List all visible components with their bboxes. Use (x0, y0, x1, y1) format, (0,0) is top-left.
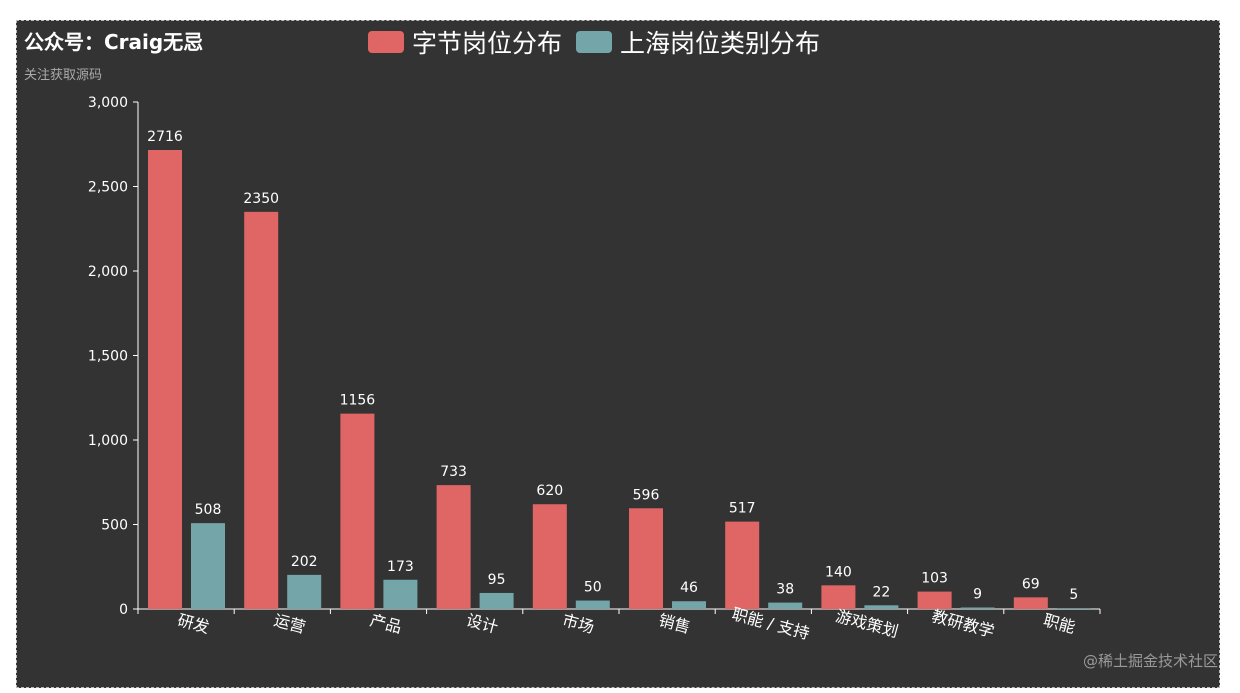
bar-value-label: 69 (1022, 576, 1040, 592)
bar-series2 (287, 574, 322, 609)
x-category-label: 市场 (560, 610, 596, 637)
bar-series2 (768, 602, 803, 609)
bar-value-label: 50 (584, 580, 602, 596)
chart-title: 公众号：Craig无忌 (24, 30, 204, 54)
bar-value-label: 508 (195, 502, 222, 518)
bar-value-label: 202 (291, 554, 318, 570)
x-category-label: 职能 / 支持 (730, 604, 812, 643)
bar-series2 (1056, 608, 1091, 609)
bar-series1 (436, 485, 471, 609)
chart-subtitle: 关注获取源码 (24, 68, 103, 83)
bar-series1 (244, 211, 279, 609)
legend-swatch-series2 (576, 31, 613, 53)
y-tick-label: 500 (101, 518, 128, 534)
legend-item-series1[interactable]: 字节岗位分布 (368, 24, 562, 60)
x-category-label: 销售 (657, 610, 693, 637)
legend: 字节岗位分布 上海岗位类别分布 (368, 24, 820, 60)
x-category-label: 研发 (176, 610, 212, 637)
bar-series2 (575, 600, 610, 609)
bar-value-label: 596 (633, 487, 660, 503)
bar-series1 (532, 504, 567, 609)
legend-label-series1: 字节岗位分布 (412, 29, 563, 58)
bar-value-label: 517 (729, 501, 756, 517)
bar-value-label: 173 (387, 559, 414, 575)
bar-series2 (672, 601, 706, 609)
legend-swatch-series1 (368, 31, 404, 53)
y-tick-label: 1,500 (88, 349, 128, 365)
bar-series2 (864, 605, 899, 609)
watermark: @稀土掘金技术社区 (1082, 652, 1218, 670)
x-category-label: 产品 (368, 610, 404, 637)
y-tick-label: 2,500 (88, 180, 128, 196)
y-tick-label: 1,000 (88, 433, 128, 449)
bar-series1 (148, 149, 182, 609)
x-category-label: 运营 (272, 610, 308, 637)
bar-series2 (383, 579, 418, 609)
bar-value-label: 1156 (340, 393, 376, 409)
bar-series1 (340, 413, 375, 609)
bar-series1 (725, 521, 760, 609)
bar-value-label: 140 (825, 564, 852, 580)
bar-value-label: 5 (1069, 587, 1078, 603)
x-category-label: 职能 (1041, 610, 1077, 637)
bar-series2 (479, 592, 514, 609)
bar-value-label: 620 (536, 483, 563, 499)
bar-series1 (821, 585, 856, 609)
x-category-label: 设计 (464, 610, 500, 637)
legend-label-series2: 上海岗位类别分布 (620, 29, 821, 58)
x-category-label: 游戏策划 (834, 606, 901, 641)
y-tick-label: 3,000 (88, 95, 128, 111)
bar-series1 (1013, 597, 1048, 609)
x-category-label: 教研教学 (930, 606, 997, 641)
bar-series1 (917, 591, 952, 609)
bar-series2 (960, 607, 995, 609)
bar-value-label: 9 (973, 586, 982, 602)
bar-value-label: 2350 (243, 191, 279, 207)
y-tick-label: 2,000 (88, 264, 128, 280)
y-tick-label: 0 (119, 602, 128, 618)
bar-value-label: 38 (776, 582, 794, 598)
bar-value-label: 103 (921, 571, 948, 587)
bar-value-label: 2716 (147, 129, 183, 145)
bar-value-label: 22 (872, 584, 890, 600)
bar-value-label: 733 (440, 464, 467, 480)
bar-series1 (629, 508, 663, 609)
bar-value-label: 95 (488, 572, 506, 588)
bar-series2 (191, 523, 225, 609)
legend-item-series2[interactable]: 上海岗位类别分布 (576, 24, 820, 60)
bar-value-label: 46 (680, 580, 698, 596)
